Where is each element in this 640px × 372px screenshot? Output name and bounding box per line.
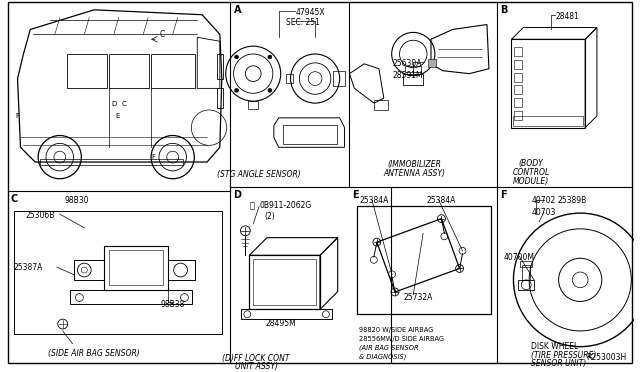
Bar — [515, 98, 522, 107]
Text: (STG ANGLE SENSOR): (STG ANGLE SENSOR) — [217, 170, 301, 179]
Text: ANTENNA ASSY): ANTENNA ASSY) — [383, 169, 445, 178]
Bar — [374, 100, 388, 110]
Text: C: C — [160, 30, 165, 39]
Text: (D)FF LOCK CONT: (D)FF LOCK CONT — [223, 353, 290, 363]
Text: R253003H: R253003H — [586, 353, 627, 362]
Text: E: E — [116, 113, 120, 119]
Bar — [285, 74, 294, 83]
Bar — [518, 280, 534, 290]
Text: E: E — [353, 189, 359, 199]
Bar — [333, 71, 344, 86]
Text: C: C — [122, 101, 126, 107]
Text: 40700M: 40700M — [504, 253, 534, 262]
Bar — [283, 125, 337, 144]
Text: 25306B: 25306B — [26, 211, 55, 220]
Bar — [74, 260, 104, 280]
Text: B: B — [500, 5, 507, 15]
Text: 47945X: 47945X — [296, 8, 325, 17]
Text: 25389B: 25389B — [557, 196, 587, 205]
Bar — [248, 101, 258, 109]
Text: (SIDE AIR BAG SENSOR): (SIDE AIR BAG SENSOR) — [48, 349, 140, 357]
Bar — [511, 39, 585, 128]
Text: SEC. 251: SEC. 251 — [285, 18, 319, 27]
Text: 28481: 28481 — [556, 12, 580, 21]
Circle shape — [268, 89, 272, 92]
Text: MODULE): MODULE) — [513, 177, 549, 186]
Bar — [428, 59, 436, 67]
Bar — [253, 259, 316, 305]
Text: 28591M: 28591M — [393, 71, 423, 80]
Text: C: C — [11, 195, 18, 205]
Text: F: F — [15, 113, 20, 119]
Text: (TIRE PRESSURE): (TIRE PRESSURE) — [531, 350, 596, 360]
Bar — [515, 73, 522, 81]
Text: 98820 W/SIDE AIRBAG: 98820 W/SIDE AIRBAG — [359, 327, 433, 333]
Bar — [168, 260, 195, 280]
Bar — [520, 261, 532, 267]
Text: 25384A: 25384A — [359, 196, 388, 205]
Bar — [357, 206, 491, 314]
Bar — [151, 54, 195, 89]
Text: (IMMOBILIZER: (IMMOBILIZER — [387, 160, 441, 169]
Text: 28556MW/D SIDE AIRBAG: 28556MW/D SIDE AIRBAG — [359, 336, 444, 342]
Text: (AIR BAG SENSOR: (AIR BAG SENSOR — [359, 345, 419, 351]
Text: D: D — [112, 101, 117, 107]
Bar — [405, 66, 421, 72]
Bar — [109, 250, 163, 285]
Bar — [241, 310, 332, 319]
Bar — [40, 159, 182, 165]
Bar — [250, 255, 320, 310]
Text: F: F — [500, 189, 506, 199]
Text: A: A — [234, 5, 241, 15]
Text: 25732A: 25732A — [403, 293, 433, 302]
Circle shape — [235, 55, 239, 59]
Text: & DIAGNOSIS): & DIAGNOSIS) — [359, 353, 406, 360]
Bar — [515, 47, 522, 56]
Bar — [515, 86, 522, 94]
Circle shape — [235, 89, 239, 92]
Text: Ⓑ: Ⓑ — [250, 201, 254, 210]
Bar — [515, 60, 522, 69]
Bar — [522, 265, 530, 280]
Bar — [109, 54, 149, 89]
Bar — [104, 246, 168, 290]
Text: (BODY: (BODY — [519, 159, 543, 168]
Text: 40703: 40703 — [531, 208, 556, 217]
Text: D: D — [234, 189, 241, 199]
Text: UNIT ASSY): UNIT ASSY) — [235, 362, 278, 371]
Circle shape — [268, 55, 272, 59]
Bar — [515, 111, 522, 120]
Bar — [403, 74, 423, 86]
Text: 98B38: 98B38 — [161, 299, 186, 308]
Text: 28495M: 28495M — [266, 319, 296, 328]
Text: CONTROL: CONTROL — [513, 168, 550, 177]
Text: F: F — [151, 154, 155, 160]
Text: 40702: 40702 — [531, 196, 556, 205]
Bar — [217, 89, 223, 108]
Bar — [13, 211, 222, 334]
Bar — [513, 116, 583, 126]
Text: (2): (2) — [264, 212, 275, 221]
Text: DISK WHEEL: DISK WHEEL — [531, 342, 579, 351]
Bar — [217, 54, 223, 78]
Text: 98B30: 98B30 — [65, 196, 89, 205]
Text: 25387A: 25387A — [13, 263, 43, 272]
Text: SENSOR UNIT): SENSOR UNIT) — [531, 359, 586, 368]
Text: 0B911-2062G: 0B911-2062G — [259, 201, 312, 210]
Bar — [70, 290, 193, 304]
Text: 25384A: 25384A — [426, 196, 456, 205]
Bar — [67, 54, 107, 89]
Text: 25630A: 25630A — [393, 59, 422, 68]
